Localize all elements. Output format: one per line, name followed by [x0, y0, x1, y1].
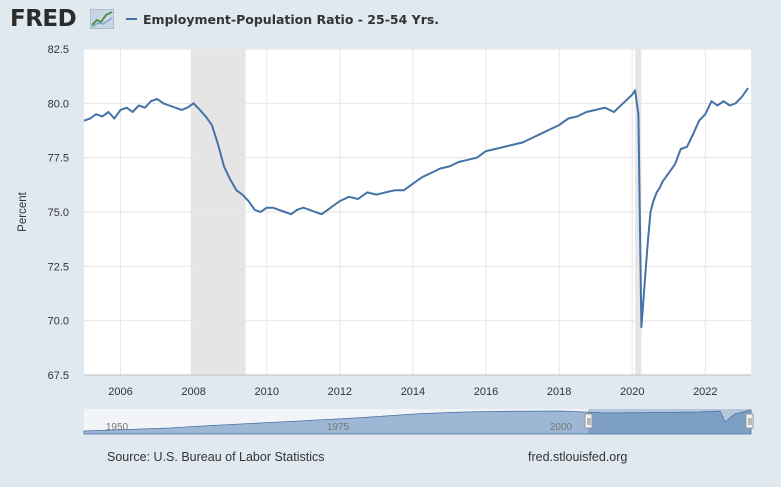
- navigator-area: [83, 409, 752, 435]
- x-tick-label: 2016: [474, 386, 498, 398]
- y-axis-label: Percent: [17, 191, 29, 231]
- source-link[interactable]: fred.stlouisfed.org: [528, 450, 628, 464]
- y-tick-label: 72.5: [48, 261, 69, 273]
- x-tick-label: 2008: [181, 386, 205, 398]
- navigator-right-handle[interactable]: [745, 413, 754, 429]
- navigator-tick-label: 1975: [327, 422, 350, 433]
- x-tick-labels: 2006 2008 2010 2012 2014 2016 2018 2020 2022: [108, 386, 717, 398]
- series-line[interactable]: [83, 87, 749, 329]
- x-tick-label: 2006: [108, 386, 132, 398]
- y-tick-label: 70.0: [48, 316, 69, 328]
- navigator-left-handle[interactable]: [584, 413, 593, 429]
- y-tick-label: 77.5: [48, 153, 69, 165]
- x-tick-label: 2014: [401, 386, 425, 398]
- y-tick-label: 75.0: [48, 207, 69, 219]
- legend-label: Employment-Population Ratio - 25-54 Yrs.: [143, 11, 440, 27]
- x-tick-label: 2022: [693, 386, 717, 398]
- y-tick-label: 80.0: [48, 98, 69, 110]
- legend-swatch: [126, 18, 137, 20]
- y-tick-label: 82.5: [48, 44, 69, 56]
- navigator-selection[interactable]: [588, 409, 751, 434]
- navigator-tick-label: 2000: [550, 422, 573, 433]
- fred-logo[interactable]: FRED: [10, 6, 77, 32]
- x-tick-label: 2012: [328, 386, 352, 398]
- y-tick-labels: 67.5 70.0 72.5 75.0 77.5 80.0 82.5: [48, 44, 69, 382]
- x-tick-label: 2018: [547, 386, 571, 398]
- x-tick-label: 2010: [254, 386, 278, 398]
- x-tick-label: 2020: [620, 386, 644, 398]
- navigator-ticks: 1950 1975 2000: [106, 422, 573, 433]
- navigator-tick-label: 1950: [106, 422, 129, 433]
- gridlines: [84, 48, 751, 375]
- line-chart-icon: [90, 9, 114, 29]
- legend[interactable]: Employment-Population Ratio - 25-54 Yrs.: [126, 11, 439, 27]
- chart-header: FRED Employment-Population Ratio - 25-54…: [0, 0, 781, 40]
- navigator[interactable]: 1950 1975 2000: [83, 409, 754, 435]
- y-tick-label: 67.5: [48, 370, 69, 382]
- source-note: Source: U.S. Bureau of Labor Statistics: [107, 450, 325, 464]
